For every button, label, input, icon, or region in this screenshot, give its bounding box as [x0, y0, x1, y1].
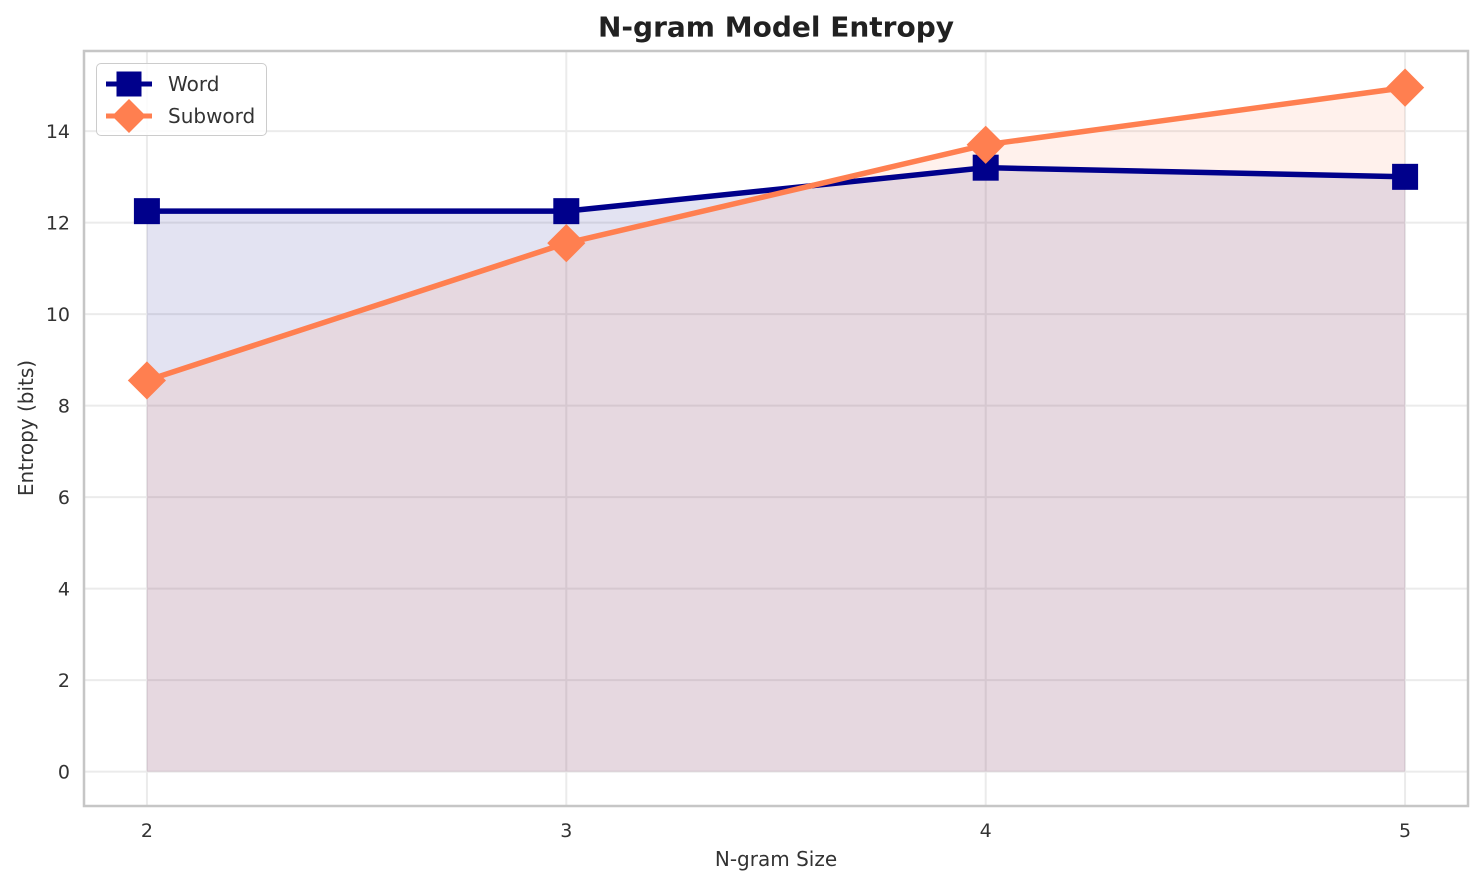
x-tick-label: 3 — [560, 820, 572, 842]
y-tick-label: 4 — [58, 579, 70, 601]
word-area-fill — [146, 167, 1406, 772]
legend-item-word: Word — [106, 69, 255, 98]
y-tick-label: 12 — [46, 213, 70, 235]
chart-title: N-gram Model Entropy — [598, 10, 954, 44]
legend-label-word: Word — [168, 71, 220, 96]
word-square-icon — [106, 69, 152, 98]
subword-line — [144, 84, 1408, 384]
y-axis-label: Entropy (bits) — [14, 359, 38, 497]
x-axis-label: N-gram Size — [714, 847, 838, 871]
subword-area-fill — [146, 87, 1406, 772]
y-tick-label: 6 — [58, 487, 70, 509]
x-tick-label: 2 — [141, 820, 153, 842]
legend-label-subword: Subword — [168, 103, 256, 128]
y-tick-label: 0 — [58, 762, 70, 784]
subword-marker — [1385, 68, 1425, 107]
y-tick-label: 2 — [58, 670, 70, 692]
word-marker — [133, 198, 160, 225]
y-tick-label: 14 — [46, 121, 70, 143]
subword-marker — [127, 361, 167, 400]
x-tick-label: 4 — [980, 820, 992, 842]
y-tick-label: 10 — [46, 304, 70, 326]
legend: Word Subword — [96, 63, 268, 136]
legend-item-subword: Subword — [106, 98, 256, 133]
x-tick-label: 5 — [1399, 820, 1411, 842]
axes-spines — [82, 49, 1470, 808]
subword-diamond-icon — [106, 98, 152, 133]
word-marker — [553, 198, 580, 225]
word-marker — [1392, 163, 1419, 190]
y-tick-label: 8 — [58, 396, 70, 418]
word-line — [144, 164, 1408, 214]
